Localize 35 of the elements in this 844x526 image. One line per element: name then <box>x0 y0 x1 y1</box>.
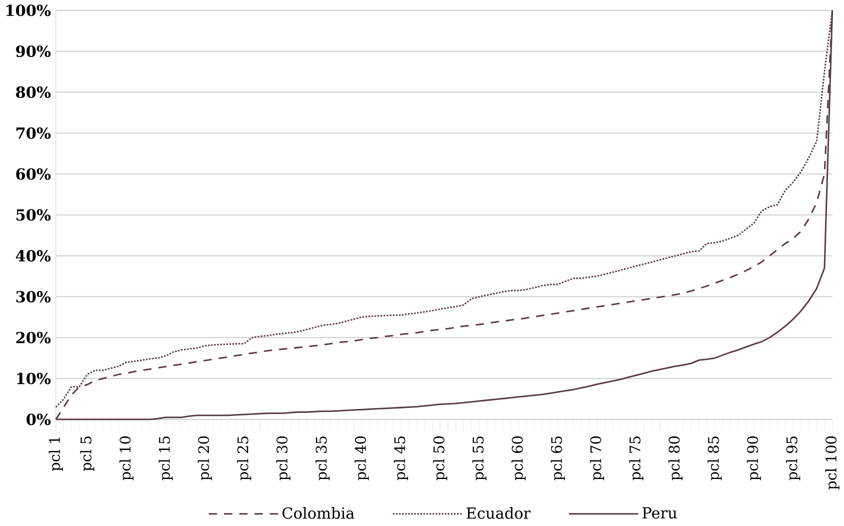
x-tick-label: pcl 90 <box>746 436 761 480</box>
x-tick-label: pcl 100 <box>825 436 840 490</box>
x-tick-label: pcl 45 <box>394 436 408 480</box>
y-tick-label: 80% <box>16 86 51 98</box>
x-tick-label: pcl 60 <box>512 436 526 480</box>
legend-label: Peru <box>642 507 677 518</box>
x-tick-label: pcl 95 <box>786 436 800 480</box>
y-tick-label: 0% <box>26 414 51 426</box>
y-tick-label: 10% <box>17 372 51 384</box>
x-tick-label: pcl 50 <box>433 436 448 480</box>
x-tick-label: pcl 35 <box>315 436 330 480</box>
y-tick-label: 60% <box>16 168 51 180</box>
x-tick-label: pcl 65 <box>550 436 565 480</box>
y-tick-label: 100% <box>6 4 51 16</box>
x-tick-label: pcl 5 <box>80 436 94 471</box>
legend-label: Ecuador <box>466 506 531 519</box>
x-tick-label: pcl 1 <box>48 437 63 471</box>
y-tick-label: 20% <box>16 332 51 344</box>
x-tick-label: pcl 70 <box>590 436 604 480</box>
x-tick-label: pcl 25 <box>237 436 252 480</box>
y-tick-label: 90% <box>16 45 51 57</box>
x-tick-label: pcl 85 <box>708 436 722 480</box>
legend-label: Colombia <box>282 506 354 519</box>
y-tick-label: 40% <box>16 250 51 262</box>
x-tick-label: pcl 20 <box>198 436 212 480</box>
x-tick-label: pcl 30 <box>276 436 290 480</box>
y-tick-label: 70% <box>16 127 51 139</box>
x-tick-label: pcl 40 <box>354 436 369 480</box>
y-tick-label: 30% <box>16 290 51 302</box>
x-tick-label: pcl 55 <box>472 436 486 480</box>
x-tick-label: pcl 15 <box>158 436 173 480</box>
x-tick-label: pcl 10 <box>119 436 134 480</box>
x-tick-label: pcl 75 <box>629 436 644 480</box>
x-tick-label: pcl 80 <box>668 436 683 480</box>
y-tick-label: 50% <box>16 209 51 221</box>
